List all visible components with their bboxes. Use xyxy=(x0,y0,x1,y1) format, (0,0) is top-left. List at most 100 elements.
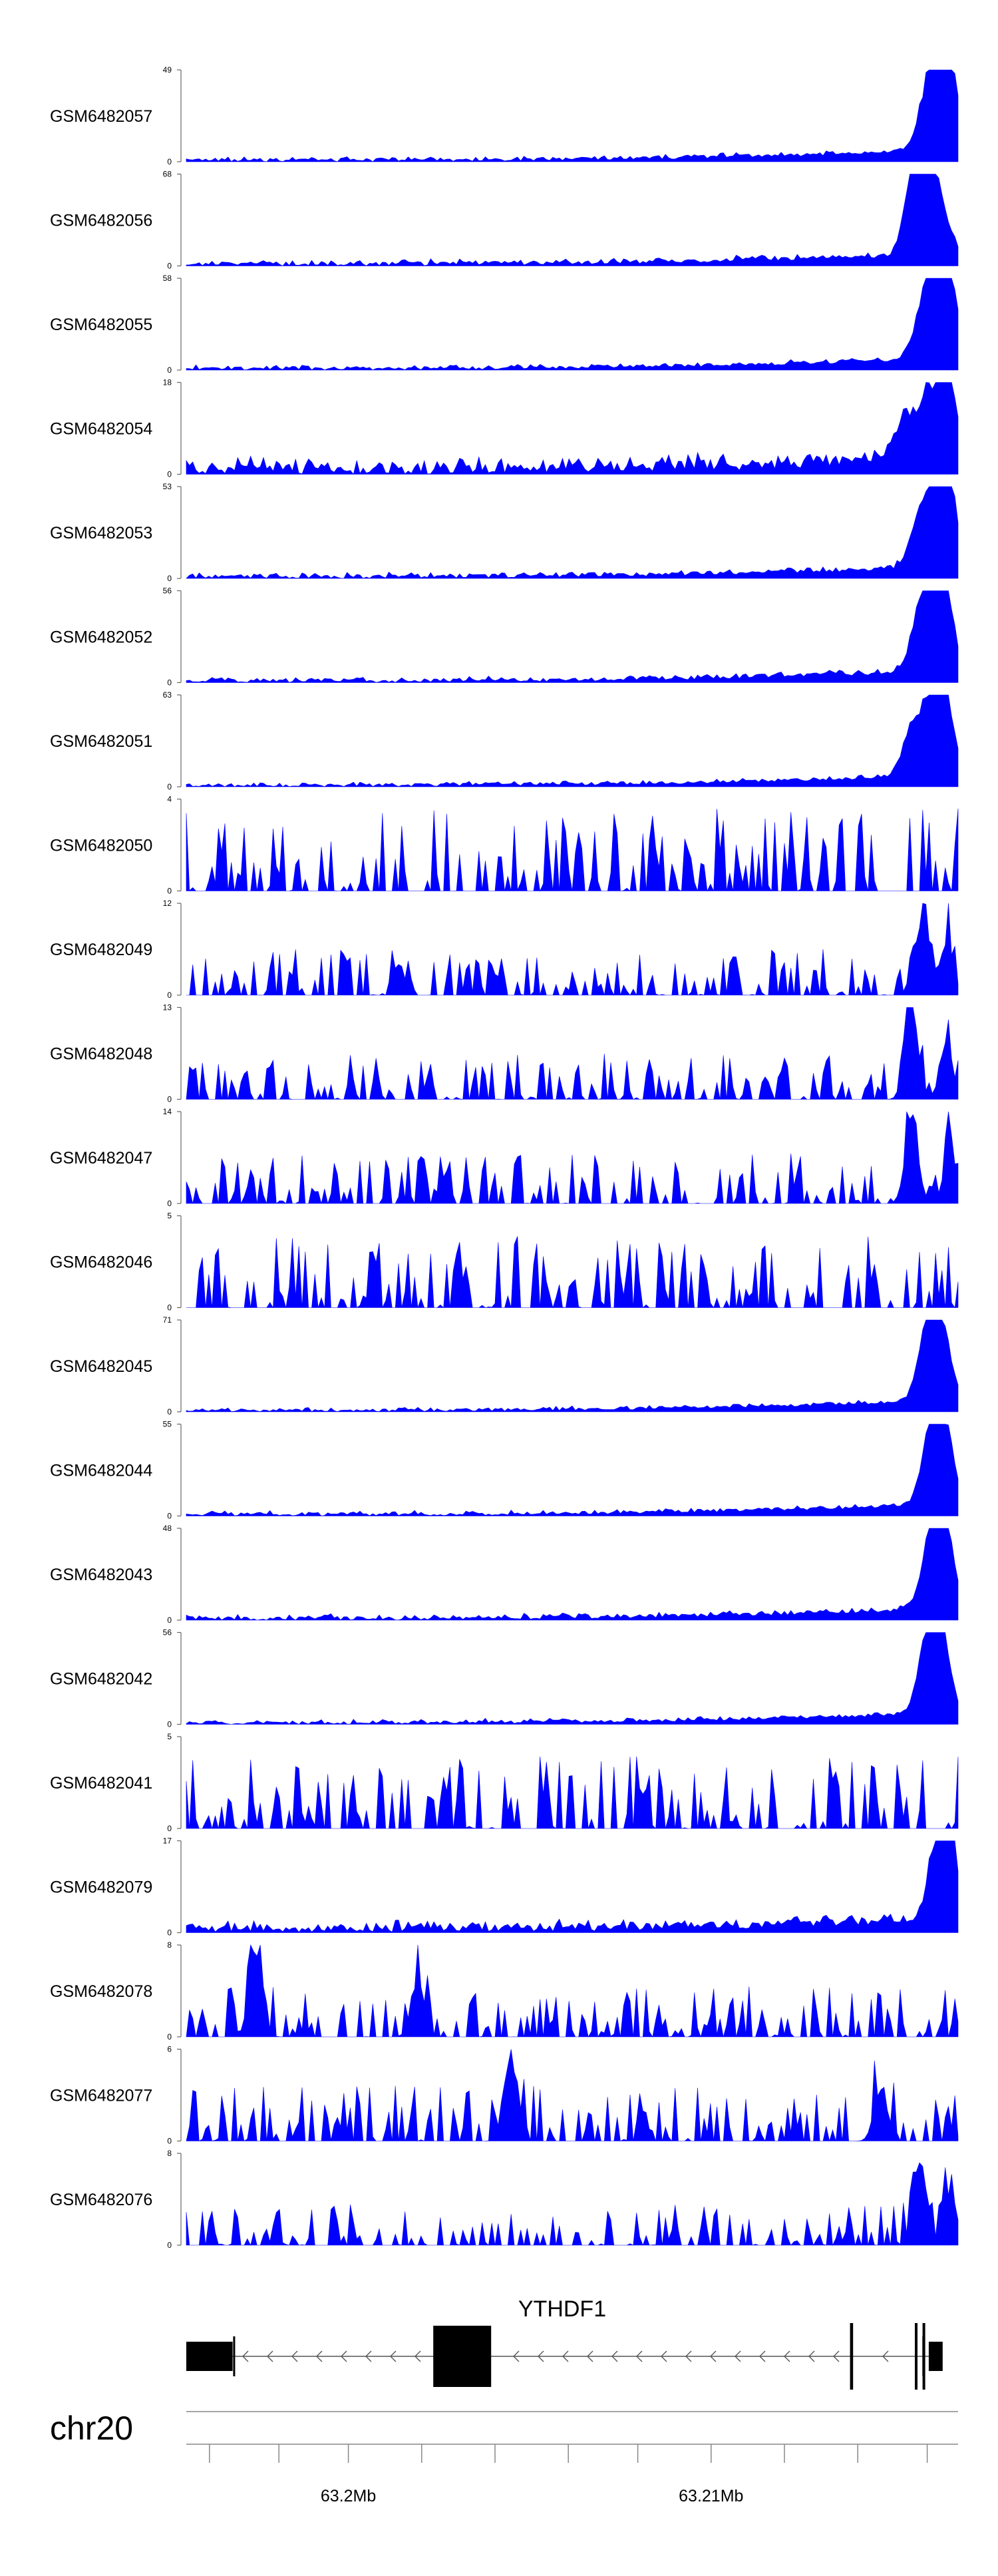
track-ymax-label: 5 xyxy=(167,1732,172,1741)
track-ymin-label: 0 xyxy=(167,1407,172,1416)
strand-arrow xyxy=(808,2350,815,2362)
track-ymin-label: 0 xyxy=(167,262,172,271)
track-GSM6482077: GSM6482077 6 0 xyxy=(50,2045,959,2146)
coverage-area xyxy=(186,1944,959,2038)
track-GSM6482050: GSM6482050 4 0 xyxy=(50,795,959,896)
track-GSM6482045: GSM6482045 71 0 xyxy=(50,1315,959,1416)
coverage-tracks: GSM6482057490GSM6482056680GSM6482055580G… xyxy=(50,65,959,2250)
strand-arrow xyxy=(242,2350,249,2362)
strand-arrows xyxy=(242,2350,889,2362)
track-ymax-label: 18 xyxy=(163,378,172,387)
track-ymax-label: 63 xyxy=(163,690,172,700)
track-ymax-label: 56 xyxy=(163,586,172,596)
track-label: GSM6482041 xyxy=(50,1774,152,1793)
coverage-area xyxy=(186,1424,959,1516)
track-ymin-label: 0 xyxy=(167,887,172,896)
track-ymax-label: 55 xyxy=(163,1420,172,1429)
track-ymax-label: 13 xyxy=(163,1003,172,1012)
track-label: GSM6482044 xyxy=(50,1462,152,1480)
axis-label: 63.21Mb xyxy=(679,2487,743,2505)
coverage-area xyxy=(186,903,959,996)
track-label: GSM6482077 xyxy=(50,2087,152,2105)
track-ymax-label: 56 xyxy=(163,1628,172,1637)
track-label: GSM6482046 xyxy=(50,1253,152,1272)
track-ymax-label: 53 xyxy=(163,482,172,491)
strand-arrow xyxy=(538,2350,544,2362)
coverage-area xyxy=(186,174,959,266)
track-label: GSM6482079 xyxy=(50,1878,152,1897)
track-GSM6482055: GSM6482055 58 0 xyxy=(50,274,959,375)
track-ymin-label: 0 xyxy=(167,1095,172,1104)
coverage-area xyxy=(186,1111,959,1205)
track-GSM6482056: GSM6482056 68 0 xyxy=(50,170,959,271)
track-GSM6482057: GSM6482057 49 0 xyxy=(50,65,959,166)
strand-arrow xyxy=(661,2350,667,2362)
track-ymax-label: 48 xyxy=(163,1524,172,1533)
exon xyxy=(915,2323,917,2390)
exon xyxy=(433,2326,492,2387)
coverage-area xyxy=(186,2049,959,2142)
coverage-area xyxy=(186,1236,959,1309)
strand-arrow xyxy=(685,2350,692,2362)
genome-axis-track: chr20 63.2Mb 63.21Mb xyxy=(50,2410,958,2505)
track-label: GSM6482052 xyxy=(50,628,152,647)
coverage-area xyxy=(186,694,959,787)
strand-arrow xyxy=(562,2350,569,2362)
coverage-area xyxy=(186,486,959,579)
track-ymax-label: 4 xyxy=(167,795,172,804)
coverage-area xyxy=(186,1528,959,1621)
track-label: GSM6482043 xyxy=(50,1566,152,1584)
track-ymax-label: 17 xyxy=(163,1836,172,1846)
strand-arrow xyxy=(316,2350,323,2362)
track-ymax-label: 5 xyxy=(167,1211,172,1221)
track-ymax-label: 49 xyxy=(163,65,172,75)
gene-name-label: YTHDF1 xyxy=(518,2296,606,2322)
track-ymin-label: 0 xyxy=(167,365,172,375)
track-label: GSM6482076 xyxy=(50,2191,152,2209)
track-label: GSM6482078 xyxy=(50,1982,152,2001)
strand-arrow xyxy=(784,2350,790,2362)
strand-arrow xyxy=(587,2350,593,2362)
track-GSM6482049: GSM6482049 12 0 xyxy=(50,899,959,1000)
track-GSM6482053: GSM6482053 53 0 xyxy=(50,482,959,583)
track-ymin-label: 0 xyxy=(167,782,172,791)
track-ymax-label: 68 xyxy=(163,170,172,179)
track-ymax-label: 58 xyxy=(163,274,172,283)
gene-model-track: YTHDF1 xyxy=(186,2296,943,2390)
strand-arrow xyxy=(365,2350,372,2362)
track-GSM6482079: GSM6482079 17 0 xyxy=(50,1836,959,1938)
track-ymin-label: 0 xyxy=(167,470,172,479)
track-ymin-label: 0 xyxy=(167,1199,172,1208)
track-GSM6482041: GSM6482041 5 0 xyxy=(50,1732,959,1833)
gene-exons xyxy=(186,2323,943,2390)
track-label: GSM6482056 xyxy=(50,212,152,230)
track-ymin-label: 0 xyxy=(167,1303,172,1313)
track-GSM6482052: GSM6482052 56 0 xyxy=(50,586,959,688)
track-ymax-label: 71 xyxy=(163,1315,172,1325)
coverage-area xyxy=(186,69,959,162)
strand-arrow xyxy=(735,2350,741,2362)
track-GSM6482046: GSM6482046 5 0 xyxy=(50,1211,959,1313)
strand-arrow xyxy=(882,2350,889,2362)
track-ymin-label: 0 xyxy=(167,1824,172,1833)
track-ymin-label: 0 xyxy=(167,1512,172,1521)
track-label: GSM6482048 xyxy=(50,1045,152,1064)
coverage-area xyxy=(186,1840,959,1933)
exon xyxy=(850,2323,854,2390)
track-GSM6482054: GSM6482054 18 0 xyxy=(50,378,959,479)
track-label: GSM6482051 xyxy=(50,732,152,751)
coverage-area xyxy=(186,2162,959,2247)
track-ymin-label: 0 xyxy=(167,1720,172,1729)
coverage-area xyxy=(186,1756,959,1829)
axis-ticks xyxy=(209,2444,928,2463)
track-ymin-label: 0 xyxy=(167,678,172,688)
track-ymin-label: 0 xyxy=(167,2032,172,2041)
strand-arrow xyxy=(390,2350,397,2362)
strand-arrow xyxy=(415,2350,421,2362)
strand-arrow xyxy=(833,2350,840,2362)
track-ymin-label: 0 xyxy=(167,157,172,166)
track-ymin-label: 0 xyxy=(167,2137,172,2146)
track-ymin-label: 0 xyxy=(167,574,172,583)
coverage-area xyxy=(186,382,959,475)
